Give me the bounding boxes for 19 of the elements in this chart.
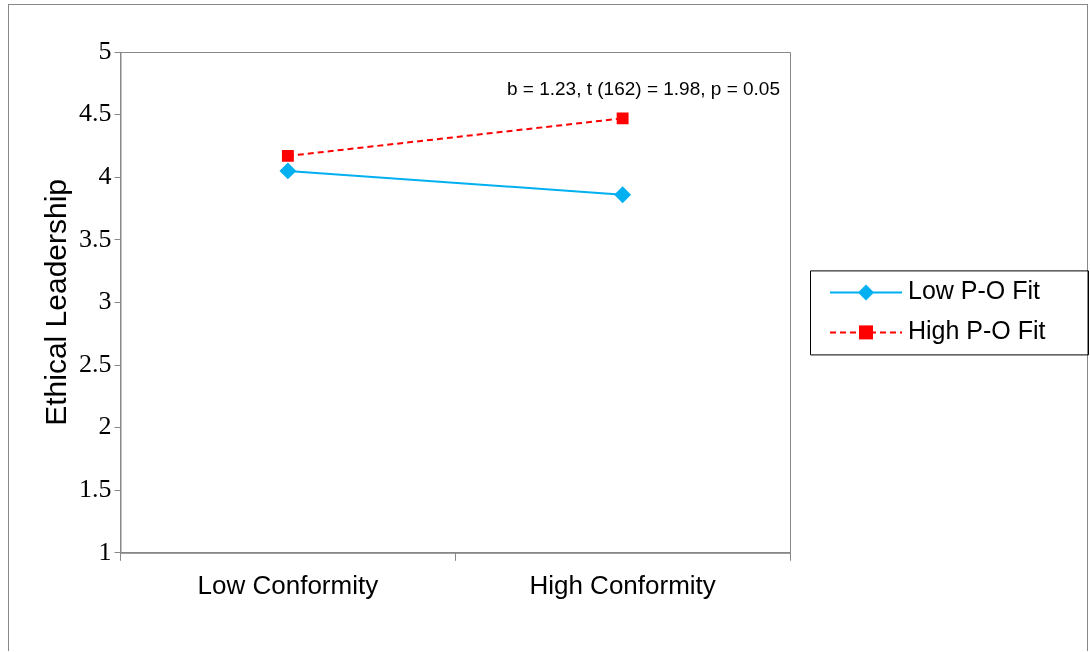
point <box>279 162 296 179</box>
x-tick-label: Low Conformity <box>197 569 379 600</box>
y-tick-label: 3.5 <box>79 223 112 253</box>
legend-label: High P-O Fit <box>908 316 1046 345</box>
legend-label: Low P-O Fit <box>908 276 1041 305</box>
y-tick-label: 4.5 <box>79 98 112 128</box>
y-tick-label: 2 <box>98 411 112 441</box>
annotation: b = 1.23, t (162) = 1.98, p = 0.05 <box>506 78 780 100</box>
y-tick-label: 1.5 <box>79 474 112 504</box>
y-tick-label: 3 <box>98 286 112 316</box>
y-tick-label: 1 <box>98 536 112 566</box>
y-tick-label: 4 <box>98 161 112 191</box>
point <box>281 149 294 162</box>
y-axis-title: Ethical Leadership <box>39 178 73 426</box>
x-tick-label: High Conformity <box>529 569 716 600</box>
point <box>616 112 629 125</box>
y-tick-label: 5 <box>98 35 112 65</box>
y-tick-label: 2.5 <box>79 348 112 378</box>
point <box>614 186 631 203</box>
